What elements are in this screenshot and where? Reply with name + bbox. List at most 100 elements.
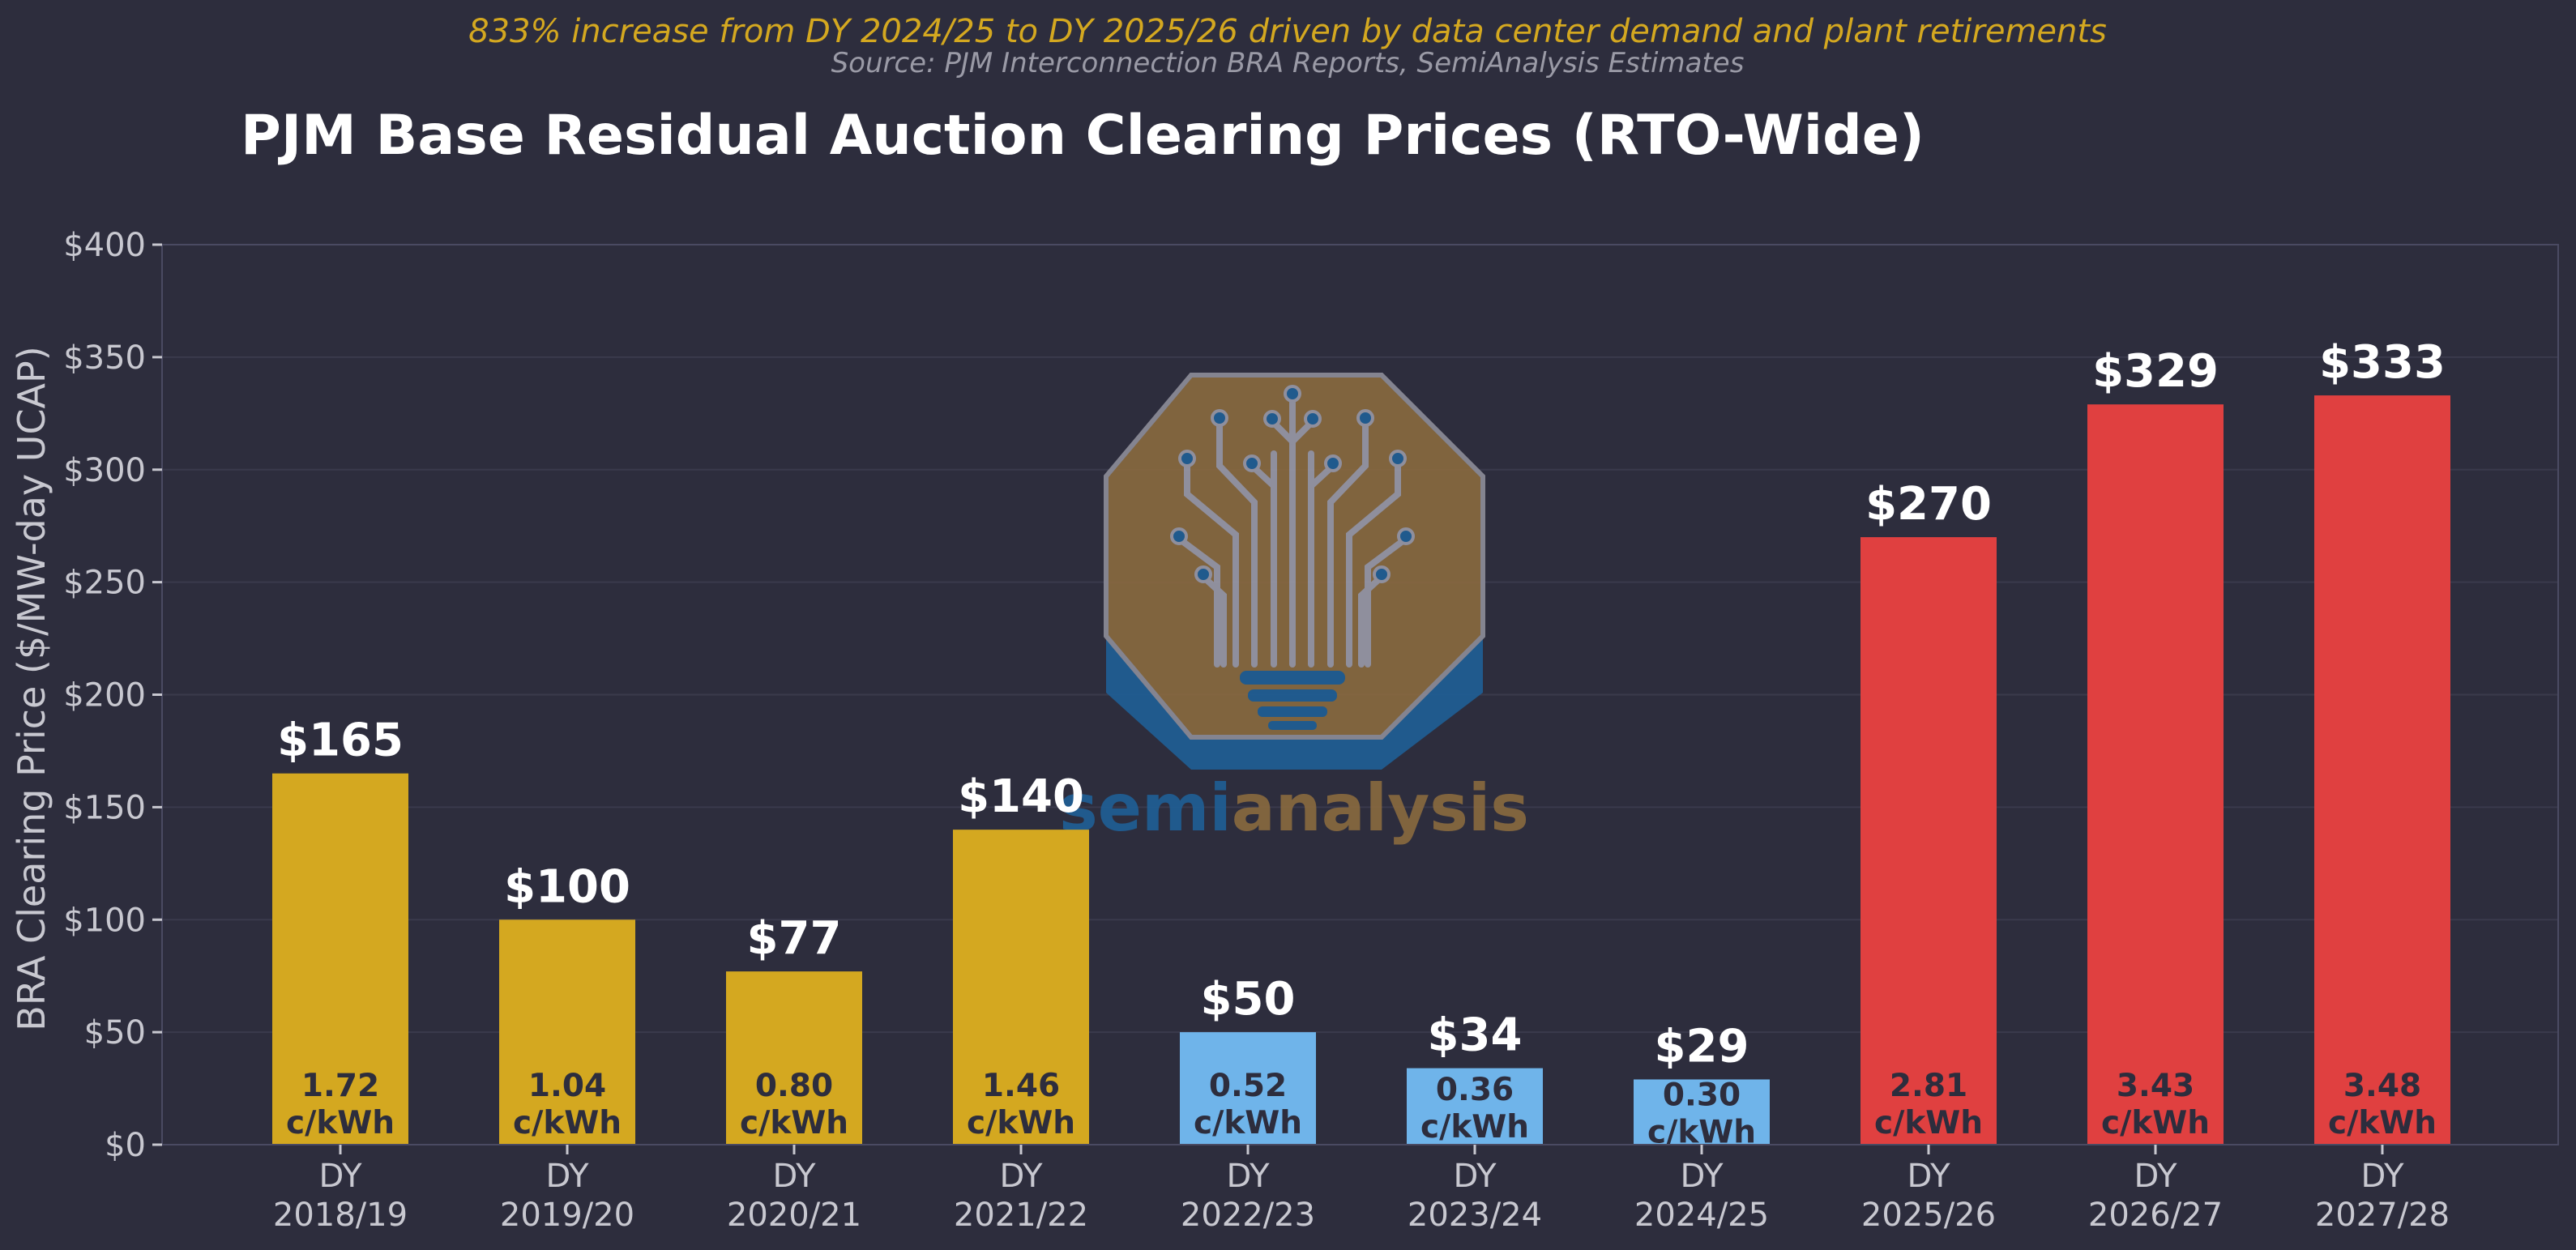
x-tick-label-line-0-0: DY (318, 1158, 362, 1195)
y-tick-label-0: $0 (105, 1127, 146, 1164)
bar-value-label-9: $333 (2319, 336, 2446, 389)
logo-wordmark-analysis: analysis (1232, 770, 1529, 846)
x-tick-label-line-0-1: 2018/19 (273, 1197, 408, 1234)
bar-inner-label-line-0-1: c/kWh (286, 1105, 395, 1141)
bar-inner-label-2: 0.80 c/kWh (740, 1068, 848, 1141)
x-tick-label-line-4-1: 2022/23 (1181, 1197, 1315, 1234)
logo-wordmark: semianalysis (1059, 770, 1529, 846)
x-tick-label-9: DY 2027/28 (2315, 1158, 2450, 1234)
bar-inner-label-line-8-1: c/kWh (2101, 1105, 2210, 1141)
bar-inner-label-3: 1.46 c/kWh (967, 1068, 1075, 1141)
x-tick-label-line-3-1: 2021/22 (954, 1197, 1088, 1234)
y-tick-label-5: $250 (63, 565, 146, 602)
bar-value-label-7: $270 (1865, 478, 1992, 531)
bar-8 (2087, 404, 2224, 1145)
bar-value-label-2: $77 (747, 912, 842, 965)
bar-inner-label-line-3-1: c/kWh (967, 1105, 1075, 1141)
circuit-tree-icon (1176, 394, 1409, 668)
bar-value-label-6: $29 (1655, 1020, 1749, 1073)
bar-inner-label-line-1-1: c/kWh (513, 1105, 622, 1141)
bar-inner-label-5: 0.36 c/kWh (1420, 1072, 1529, 1145)
bar-inner-label-line-2-1: c/kWh (740, 1105, 848, 1141)
bar-6 (1634, 1079, 1770, 1145)
x-tick-label-line-2-1: 2020/21 (727, 1197, 861, 1234)
bar-inner-label-line-6-0: 0.30 (1663, 1077, 1741, 1114)
bar-2 (726, 971, 862, 1145)
bar-inner-label-8: 3.43 c/kWh (2101, 1068, 2210, 1141)
bar-inner-label-line-4-0: 0.52 (1209, 1068, 1287, 1104)
bar-inner-label-line-5-0: 0.36 (1436, 1072, 1514, 1108)
y-tick-label-6: $300 (63, 452, 146, 489)
x-tick-label-5: DY 2023/24 (1408, 1158, 1542, 1234)
bar-inner-label-line-1-0: 1.04 (528, 1068, 606, 1104)
bar-1 (499, 919, 635, 1145)
bar-5 (1407, 1068, 1543, 1145)
bar-inner-label-7: 2.81 c/kWh (1874, 1068, 1983, 1141)
x-tick-label-8: DY 2026/27 (2088, 1158, 2223, 1234)
x-tick-label-line-7-0: DY (1907, 1158, 1950, 1195)
x-tick-label-line-1-0: DY (545, 1158, 589, 1195)
x-tick-label-line-6-0: DY (1680, 1158, 1724, 1195)
x-tick-label-1: DY 2019/20 (500, 1158, 634, 1234)
y-tick-label-8: $400 (63, 227, 146, 264)
x-tick-label-line-6-1: 2024/25 (1634, 1197, 1769, 1234)
bar-value-label-1: $100 (504, 860, 630, 913)
x-tick-label-0: DY 2018/19 (273, 1158, 408, 1234)
x-tick-label-6: DY 2024/25 (1634, 1158, 1769, 1234)
bar-inner-label-line-3-0: 1.46 (982, 1068, 1060, 1104)
bar-9 (2314, 395, 2450, 1145)
bar-inner-label-9: 3.48 c/kWh (2328, 1068, 2437, 1141)
x-tick-label-line-4-0: DY (1226, 1158, 1270, 1195)
x-tick-label-line-9-0: DY (2360, 1158, 2404, 1195)
y-tick-label-1: $50 (84, 1014, 146, 1052)
bar-inner-label-6: 0.30 c/kWh (1647, 1077, 1756, 1151)
x-tick-label-line-8-1: 2026/27 (2088, 1197, 2223, 1234)
bar-inner-label-0: 1.72 c/kWh (286, 1068, 395, 1141)
bar-inner-label-line-0-0: 1.72 (301, 1068, 379, 1104)
chart-source: Source: PJM Interconnection BRA Reports,… (831, 47, 1745, 79)
bar-inner-label-line-8-0: 3.43 (2117, 1068, 2194, 1104)
bar-3 (953, 830, 1089, 1145)
y-tick-label-4: $200 (63, 677, 146, 715)
x-tick-label-line-3-0: DY (999, 1158, 1043, 1195)
bar-inner-label-line-4-1: c/kWh (1194, 1105, 1302, 1141)
x-tick-label-line-5-0: DY (1453, 1158, 1497, 1195)
y-tick-label-3: $150 (63, 789, 146, 826)
bar-inner-label-1: 1.04 c/kWh (513, 1068, 622, 1141)
x-tick-label-line-8-0: DY (2134, 1158, 2177, 1195)
x-tick-label-3: DY 2021/22 (954, 1158, 1088, 1234)
y-tick-label-2: $100 (63, 902, 146, 939)
bar-inner-label-line-7-0: 2.81 (1890, 1068, 1967, 1104)
bar-value-label-0: $165 (277, 715, 404, 767)
x-tick-label-4: DY 2022/23 (1181, 1158, 1315, 1234)
bar-inner-label-line-2-0: 0.80 (755, 1068, 833, 1104)
bar-inner-label-line-5-1: c/kWh (1420, 1109, 1529, 1145)
bar-inner-label-line-9-0: 3.48 (2343, 1068, 2421, 1104)
bar-value-label-5: $34 (1428, 1009, 1523, 1062)
bar-inner-label-line-7-1: c/kWh (1874, 1105, 1983, 1141)
x-tick-label-line-5-1: 2023/24 (1408, 1197, 1542, 1234)
x-tick-label-7: DY 2025/26 (1861, 1158, 1996, 1234)
chart-subtitle: 833% increase from DY 2024/25 to DY 2025… (468, 13, 2107, 50)
bar-value-label-3: $140 (958, 770, 1084, 823)
bar-4 (1180, 1032, 1316, 1145)
bar-inner-label-4: 0.52 c/kWh (1194, 1068, 1302, 1141)
x-tick-label-line-1-1: 2019/20 (500, 1197, 634, 1234)
x-tick-label-line-2-0: DY (772, 1158, 816, 1195)
bar-value-label-8: $329 (2092, 345, 2219, 398)
bar-value-label-4: $50 (1201, 973, 1296, 1026)
y-axis-label: BRA Clearing Price ($/MW-day UCAP) (10, 346, 53, 1030)
semianalysis-logo-watermark: semianalysis (1059, 373, 1529, 846)
bulb-base-icon (1240, 671, 1345, 730)
bar-inner-label-line-9-1: c/kWh (2328, 1105, 2437, 1141)
bar-0 (272, 773, 408, 1145)
y-tick-label-7: $350 (63, 339, 146, 377)
x-tick-label-line-9-1: 2027/28 (2315, 1197, 2450, 1234)
x-tick-label-line-7-1: 2025/26 (1861, 1197, 1996, 1234)
chart-title: PJM Base Residual Auction Clearing Price… (241, 104, 1925, 168)
x-tick-label-2: DY 2020/21 (727, 1158, 861, 1234)
